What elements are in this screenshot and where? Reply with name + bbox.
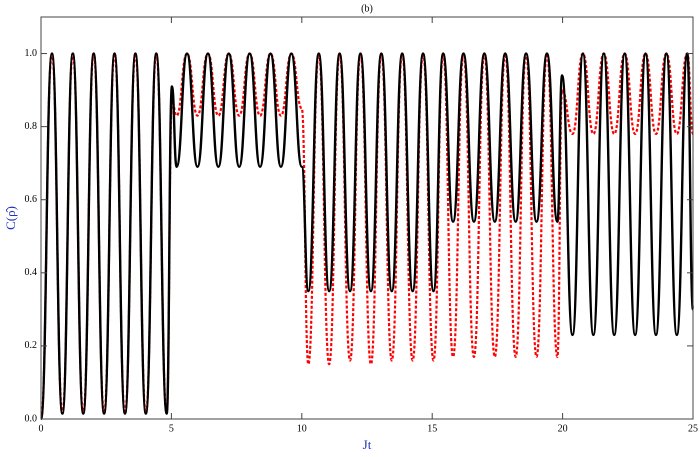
x-tick-label: 5 [169,423,174,434]
x-tick-label: 0 [39,423,44,434]
y-tick-label: 1.0 [25,48,38,59]
plot-frame [40,16,694,420]
y-axis-label: C(ρ̂) [3,206,18,230]
data-line [39,52,695,421]
chart-title: (b) [361,3,373,14]
y-tick-label: 0.0 [25,413,38,424]
x-tick-label: 20 [558,423,568,434]
x-tick-label: 15 [427,423,437,434]
x-tick-label: 25 [688,423,698,434]
y-tick-label: 0.2 [25,340,38,351]
x-axis-label: Jt [363,437,372,452]
y-tick-label: 0.4 [25,267,38,278]
y-tick-label: 0.6 [25,194,38,205]
y-tick-label: 0.8 [25,121,38,132]
x-tick-label: 10 [297,423,307,434]
